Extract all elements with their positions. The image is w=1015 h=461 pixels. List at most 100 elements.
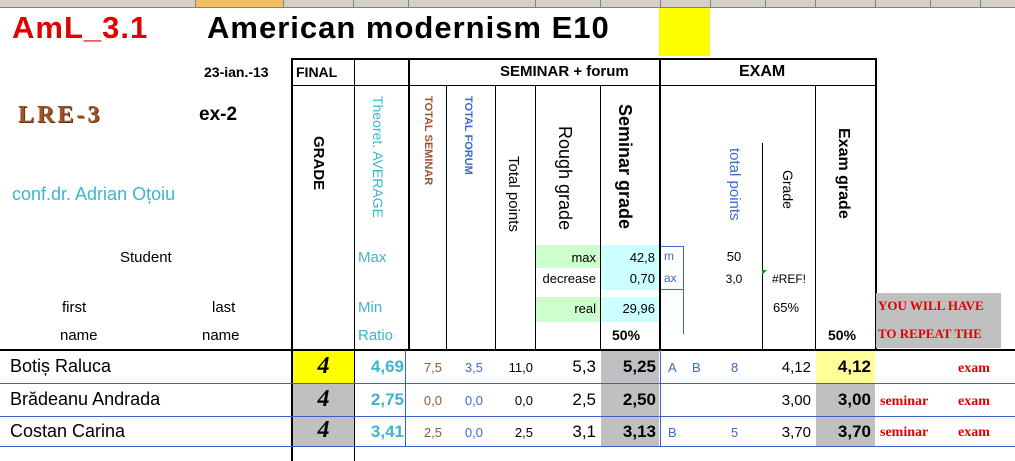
course-title: American modernism E10 [207, 10, 610, 45]
lre-logo: LRE-3 [18, 102, 103, 128]
exam-grade-cell[interactable] [816, 417, 875, 446]
seminar-grade: 2,50 [622, 390, 656, 409]
mark-a: B [668, 425, 677, 440]
seminar-grade-cell[interactable] [601, 351, 659, 383]
repeat-exam: exam [958, 394, 990, 409]
first-name-label: name [60, 327, 98, 344]
exam-grade-small-header: Grade [780, 170, 796, 209]
decrease-value: 0,70 [629, 271, 655, 286]
total-points: 2,5 [514, 425, 533, 440]
student-label: Student [120, 249, 172, 266]
exam-grade: 3,00 [837, 390, 871, 409]
exam-grade-raw: 3,00 [781, 392, 811, 409]
min-param-label: Min [358, 299, 383, 316]
theoret-average-header: Theoret. AVERAGE [370, 96, 386, 218]
exam-ratio-value: 3,0 [725, 272, 743, 286]
repeat-seminar: seminar [880, 394, 929, 409]
column-header-bar[interactable] [0, 0, 1015, 8]
final-label: FINAL [296, 64, 338, 80]
real-label-cell[interactable] [536, 297, 600, 322]
ratio-param-label: Ratio [358, 327, 394, 344]
exam-grade-cell[interactable] [816, 384, 875, 416]
max-value: 42,8 [629, 250, 655, 265]
comment-indicator-icon [762, 270, 767, 275]
repeat-warning-line1: YOU WILL HAVE [878, 298, 984, 313]
total-points-header: Total points [505, 156, 522, 232]
m-label: m [664, 249, 674, 263]
ref-error: #REF! [772, 272, 807, 286]
seminar-grade: 5,25 [622, 357, 656, 376]
exam-points: 5 [731, 425, 739, 440]
exam-points: 8 [731, 360, 739, 375]
date-label: 23-ian.-13 [204, 64, 269, 80]
final-grade: 4 [317, 353, 330, 379]
pct65-label: 65% [773, 300, 800, 315]
last-name-label: name [202, 327, 240, 344]
rough-grade: 5,3 [572, 357, 596, 376]
ax-label: ax [664, 271, 677, 285]
course-code: AmL_3.1 [12, 10, 149, 45]
total-seminar-header: TOTAL SEMINAR [422, 96, 434, 186]
student-name: Costan Carina [10, 421, 126, 441]
repeat-warning-line2: TO REPEAT THE [878, 326, 982, 341]
teacher-name: conf.dr. Adrian Oțoiu [12, 184, 176, 204]
seminar-grade-cell[interactable] [601, 417, 659, 446]
total-forum: 3,5 [464, 360, 483, 375]
final-grade-cell[interactable] [293, 417, 354, 446]
seminar-grade-cell[interactable] [601, 384, 659, 416]
max-label: max [571, 250, 596, 265]
exam-grade-raw: 3,70 [781, 424, 811, 441]
max-param-label: Max [358, 249, 387, 266]
last-label: last [212, 299, 236, 316]
repeat-seminar: seminar [880, 425, 929, 440]
student-name: Botiș Raluca [10, 356, 112, 376]
seminar-grade-header: Seminar grade [615, 104, 635, 230]
column-header-highlight [195, 0, 283, 7]
yellow-highlight-cell[interactable] [659, 8, 710, 56]
mark-a: A [668, 360, 677, 375]
theoret-average: 2,75 [370, 390, 404, 409]
real-label: real [574, 301, 596, 316]
comment-connector [683, 288, 684, 334]
repeat-exam: exam [958, 425, 990, 440]
exam-grade-cell[interactable] [816, 351, 875, 383]
exam-grade: 3,70 [837, 422, 871, 441]
exam-total-points-header: total points [726, 148, 743, 221]
decrease-label: decrease [542, 271, 596, 286]
final-grade: 4 [317, 386, 330, 412]
final-grade-cell[interactable] [293, 384, 354, 416]
final-grade: 4 [317, 417, 330, 443]
repeat-warning-cell[interactable] [876, 293, 1001, 348]
final-grade-cell[interactable] [293, 351, 354, 383]
max-label-cell[interactable] [536, 245, 600, 268]
total-points: 11,0 [508, 360, 533, 375]
rough-grade: 3,1 [572, 422, 596, 441]
mark-b: B [692, 360, 701, 375]
rough-grade: 2,5 [572, 390, 596, 409]
real-value-cell[interactable] [601, 297, 659, 322]
theoret-average: 3,41 [370, 422, 404, 441]
exam-grade: 4,12 [837, 357, 871, 376]
total-seminar: 0,0 [423, 393, 442, 408]
total-seminar: 7,5 [423, 360, 442, 375]
student-name: Brădeanu Andrada [10, 389, 161, 409]
exam-grade-header: Exam grade [835, 128, 852, 219]
exam-section-label: EXAM [739, 63, 786, 80]
seminar-forum-label: SEMINAR + forum [500, 63, 629, 80]
rough-grade-header: Rough grade [555, 126, 575, 231]
grade-column-header: GRADE [310, 136, 327, 191]
seminar-pct50: 50% [612, 327, 641, 343]
total-seminar: 2,5 [423, 425, 442, 440]
max-comment-box[interactable] [661, 246, 684, 290]
repeat-exam: exam [958, 361, 990, 376]
theoret-average: 4,69 [370, 357, 404, 376]
ex-label: ex-2 [199, 104, 238, 125]
seminar-grade: 3,13 [622, 422, 656, 441]
total-points: 0,0 [514, 393, 533, 408]
total-forum: 0,0 [464, 393, 483, 408]
real-value: 29,96 [622, 301, 655, 316]
total-forum: 0,0 [464, 425, 483, 440]
exam-grade-raw: 4,12 [781, 359, 811, 376]
exam-pct50: 50% [828, 327, 857, 343]
max-decrease-values-cell[interactable] [601, 245, 659, 290]
